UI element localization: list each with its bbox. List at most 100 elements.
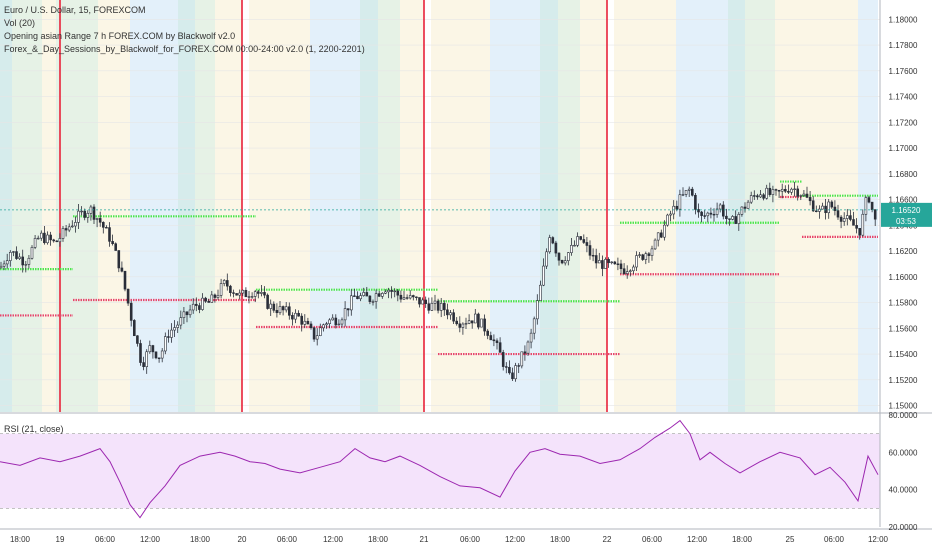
legend-sessions[interactable]: Forex_&_Day_Sessions_by_Blackwolf_for_FO… bbox=[4, 44, 365, 54]
legend-asian-range[interactable]: Opening asian Range 7 h FOREX.COM by Bla… bbox=[4, 31, 236, 41]
candle-body-161 bbox=[498, 342, 502, 353]
candle-body-192 bbox=[594, 255, 598, 264]
candle-body-11 bbox=[33, 238, 37, 248]
candle-body-227 bbox=[703, 215, 707, 217]
candle-body-173 bbox=[535, 300, 539, 320]
candle-body-201 bbox=[622, 268, 626, 274]
price-tick-label: 1.15600 bbox=[889, 324, 918, 333]
candle-body-174 bbox=[539, 284, 542, 301]
candle-body-274 bbox=[849, 215, 852, 220]
candle-body-104 bbox=[322, 324, 325, 329]
candle-body-196 bbox=[607, 259, 610, 264]
session-band-11 bbox=[268, 0, 310, 412]
candle-body-137 bbox=[424, 299, 428, 304]
candle-body-226 bbox=[700, 211, 703, 216]
candle-body-78 bbox=[241, 289, 245, 294]
candle-body-273 bbox=[845, 215, 849, 219]
candle-body-52 bbox=[160, 350, 164, 359]
session-band-28 bbox=[800, 0, 822, 412]
candle-body-163 bbox=[504, 366, 508, 368]
candle-body-239 bbox=[740, 206, 744, 215]
candle-body-261 bbox=[808, 197, 812, 202]
candle-body-134 bbox=[415, 296, 418, 299]
candle-body-94 bbox=[291, 315, 294, 320]
candle-body-35 bbox=[108, 227, 111, 242]
candle-body-20 bbox=[61, 228, 65, 239]
candle-body-30 bbox=[92, 206, 96, 220]
candle-body-168 bbox=[520, 351, 524, 367]
candle-body-214 bbox=[663, 224, 666, 238]
candle-body-127 bbox=[393, 290, 397, 293]
candle-body-281 bbox=[870, 201, 874, 210]
candle-body-49 bbox=[151, 345, 155, 353]
candle-body-210 bbox=[650, 248, 654, 256]
candle-body-112 bbox=[346, 308, 350, 311]
candle-body-58 bbox=[179, 317, 183, 326]
session-band-7 bbox=[178, 0, 195, 412]
legend-vol[interactable]: Vol (20) bbox=[4, 18, 36, 28]
candle-body-147 bbox=[455, 320, 459, 325]
rsi-tick-label: 60.0000 bbox=[889, 448, 918, 457]
candle-body-219 bbox=[678, 194, 682, 210]
candle-body-241 bbox=[746, 201, 750, 209]
price-tick-label: 1.17400 bbox=[889, 93, 918, 102]
candle-body-257 bbox=[796, 188, 800, 197]
candle-body-144 bbox=[446, 309, 449, 316]
candle-body-51 bbox=[157, 357, 161, 359]
time-tick-label: 18:00 bbox=[550, 535, 571, 544]
candle-body-265 bbox=[821, 205, 824, 210]
candle-body-240 bbox=[743, 206, 747, 209]
session-band-8 bbox=[195, 0, 215, 412]
candle-body-125 bbox=[387, 289, 390, 293]
candle-body-170 bbox=[526, 341, 530, 354]
candle-body-89 bbox=[275, 310, 279, 314]
candle-body-69 bbox=[213, 294, 217, 298]
candle-body-236 bbox=[731, 216, 734, 220]
candle-body-220 bbox=[681, 194, 685, 196]
candle-body-150 bbox=[464, 323, 468, 325]
candle-body-216 bbox=[669, 213, 672, 216]
candle-body-67 bbox=[207, 300, 210, 303]
rsi-band bbox=[0, 433, 880, 509]
time-tick-label: 18:00 bbox=[190, 535, 211, 544]
candle-body-43 bbox=[133, 320, 136, 337]
range-levels bbox=[0, 180, 878, 356]
candle-body-268 bbox=[830, 201, 834, 208]
legend-symbol[interactable]: Euro / U.S. Dollar, 15, FOREXCOM bbox=[4, 5, 146, 15]
candle-body-86 bbox=[266, 294, 269, 309]
candle-body-198 bbox=[613, 261, 617, 265]
time-tick-label: 25 bbox=[786, 535, 795, 544]
session-band-18 bbox=[490, 0, 540, 412]
rsi-legend[interactable]: RSI (21, close) bbox=[4, 424, 64, 434]
candle-body-177 bbox=[548, 237, 552, 253]
candle-body-179 bbox=[554, 242, 558, 254]
candle-body-278 bbox=[861, 213, 865, 236]
candle-body-111 bbox=[343, 308, 347, 321]
candle-body-13 bbox=[39, 232, 43, 239]
candle-body-83 bbox=[256, 291, 260, 294]
candle-body-101 bbox=[312, 327, 316, 340]
time-tick-label: 12:00 bbox=[687, 535, 708, 544]
candle-body-159 bbox=[492, 339, 496, 342]
time-tick-label: 12:00 bbox=[140, 535, 161, 544]
session-band-20 bbox=[558, 0, 580, 412]
candle-body-171 bbox=[529, 332, 533, 343]
price-tick-label: 1.15000 bbox=[889, 402, 918, 411]
rsi-tick-label: 80.0000 bbox=[889, 411, 918, 420]
price-tick-label: 1.15400 bbox=[889, 350, 918, 359]
candle-body-77 bbox=[238, 292, 241, 296]
candle-body-82 bbox=[253, 291, 257, 297]
time-tick-label: 18:00 bbox=[732, 535, 753, 544]
candle-body-7 bbox=[21, 256, 25, 266]
candle-body-276 bbox=[855, 225, 858, 229]
time-tick-label: 12:00 bbox=[868, 535, 889, 544]
candle-body-185 bbox=[573, 244, 576, 247]
price-tick-label: 1.17600 bbox=[889, 67, 918, 76]
candle-body-194 bbox=[601, 260, 604, 269]
candle-body-140 bbox=[433, 300, 437, 304]
candle-body-63 bbox=[195, 303, 198, 306]
candle-body-70 bbox=[216, 295, 220, 298]
candle-body-248 bbox=[768, 187, 772, 195]
candle-body-80 bbox=[247, 296, 251, 298]
